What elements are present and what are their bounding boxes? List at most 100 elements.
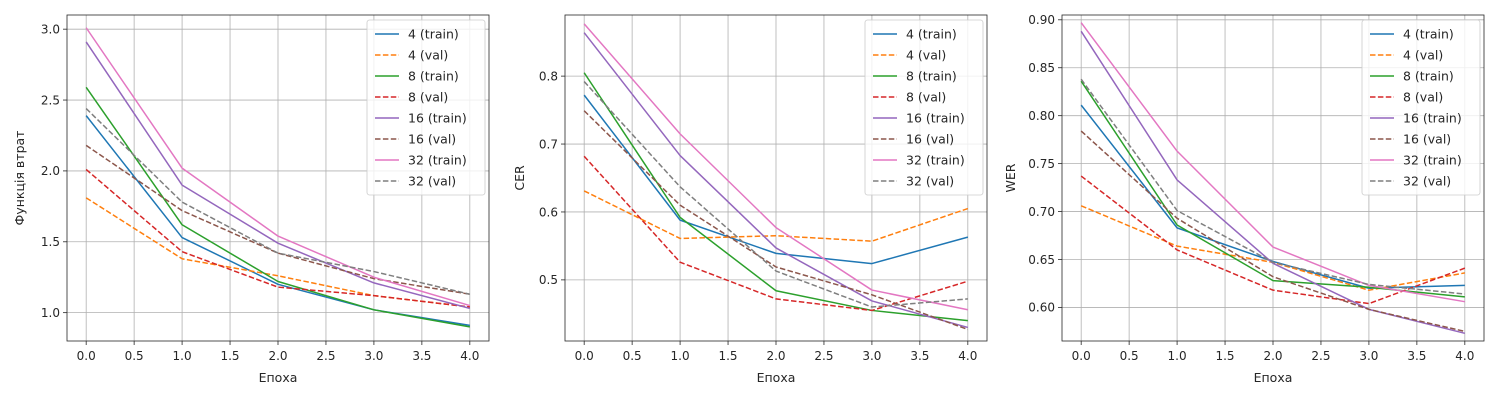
y-tick-label: 0.6 [539,205,558,219]
legend: 4 (train) 4 (val) 8 (train) 8 (val) 16 (trai… [366,19,486,196]
y-tick-label: 2.0 [41,164,60,178]
y-axis-label: WER [1003,163,1018,192]
legend-entry-label: 4 (train) [1403,27,1454,42]
x-tick-label: 0.0 [1072,349,1091,363]
x-tick-label: 0.5 [125,349,144,363]
y-tick-label: 0.8 [539,69,558,83]
x-tick-label: 2.5 [814,349,833,363]
legend-entry-label: 32 (train) [1403,153,1462,168]
series-line-16-train [583,32,969,329]
legend-entry-label: 32 (val) [408,174,456,189]
y-tick-label: 3.0 [41,22,60,36]
subplot-1: 0.0 0.5 1.0 1.5 2.0 2.5 3.0 3.5 4.0 0.5 0.6 0.7 0.8 Е… [512,14,988,385]
legend-entry-label: 4 (train) [906,27,957,42]
x-tick-label: 0.5 [623,349,642,363]
axes-frame [1061,14,1485,342]
y-tick-label: 0.90 [1028,13,1055,27]
legend-entry-label: 8 (val) [1403,90,1443,105]
series-line-8-val [1080,175,1466,305]
legend: 4 (train) 4 (val) 8 (train) 8 (val) 16 (trai… [864,19,984,196]
legend-entry-label: 16 (val) [408,132,456,147]
series-line-8-train [583,72,968,322]
legend-box [366,19,486,196]
y-tick-label: 0.60 [1028,301,1055,315]
x-tick-label: 4.0 [460,349,479,363]
legend-box [1361,19,1481,196]
series-line-8-train [85,86,470,328]
y-tick-label: 0.5 [539,273,558,287]
x-tick-label: 0.0 [77,349,96,363]
legend: 4 (train) 4 (val) 8 (train) 8 (val) 16 (trai… [1361,19,1481,196]
legend-entry-label: 16 (val) [1403,132,1451,147]
x-tick-label: 0.5 [1120,349,1139,363]
x-tick-label: 1.5 [1215,349,1234,363]
axes-frame [564,14,988,342]
subplot-2: 0.0 0.5 1.0 1.5 2.0 2.5 3.0 3.5 4.0 0.60 0.65 0.70 0… [1003,13,1485,385]
legend-entry-label: 4 (val) [1403,48,1443,63]
series-line-32-train [1080,22,1465,303]
legend-entry-label: 16 (train) [408,111,467,126]
legend-entry-label: 16 (val) [906,132,954,147]
y-tick-label: 0.85 [1028,61,1055,75]
legend-entry-label: 4 (val) [408,48,448,63]
series-line-32-val [583,81,968,308]
series-line-8-val [583,155,969,312]
series-line-4-train [583,94,969,265]
x-tick-label: 3.5 [1407,349,1426,363]
x-tick-label: 2.5 [1311,349,1330,363]
x-tick-label: 2.0 [766,349,785,363]
y-tick-label: 1.0 [41,306,60,320]
series-line-16-val [85,144,470,295]
y-tick-label: 0.75 [1028,157,1055,171]
x-tick-label: 1.5 [718,349,737,363]
y-axis-label: CER [512,165,527,191]
y-axis-label: Функція втрат [12,131,27,226]
legend-entry-label: 8 (train) [408,69,459,84]
series-line-8-val [85,168,470,308]
series-line-32-val [1080,78,1465,295]
x-tick-label: 3.0 [862,349,881,363]
y-tick-label: 0.70 [1028,205,1055,219]
x-tick-label: 1.5 [220,349,239,363]
series-line-16-val [583,110,969,331]
series-line-4-val [583,190,969,242]
x-tick-label: 3.5 [412,349,431,363]
axes-frame [66,14,490,342]
x-tick-label: 1.0 [671,349,690,363]
legend-entry-label: 32 (train) [906,153,965,168]
x-tick-label: 2.5 [316,349,335,363]
x-tick-label: 1.0 [173,349,192,363]
series-line-16-train [85,41,471,310]
series-line-32-train [583,23,968,311]
y-tick-label: 1.5 [41,235,60,249]
x-tick-label: 4.0 [958,349,977,363]
legend-box [864,19,984,196]
x-tick-label: 4.0 [1455,349,1474,363]
x-tick-label: 0.0 [575,349,594,363]
y-tick-label: 0.7 [539,137,558,151]
y-tick-label: 0.65 [1028,253,1055,267]
x-tick-label: 2.0 [1263,349,1282,363]
legend-entry-label: 16 (train) [1403,111,1462,126]
legend-entry-label: 16 (train) [906,111,965,126]
legend-entry-label: 8 (val) [408,90,448,105]
x-tick-label: 1.0 [1168,349,1187,363]
series-line-4-train [1080,104,1465,290]
legend-entry-label: 8 (train) [1403,69,1454,84]
x-axis-label: Епоха [259,370,298,385]
legend-entry-label: 8 (train) [906,69,957,84]
series-line-16-val [1080,130,1465,333]
series-line-32-val [85,108,470,295]
x-tick-label: 2.0 [268,349,287,363]
x-tick-label: 3.5 [910,349,929,363]
series-line-32-train [85,27,471,307]
x-tick-label: 3.0 [1359,349,1378,363]
legend-entry-label: 4 (train) [408,27,459,42]
y-tick-label: 0.80 [1028,109,1055,123]
y-tick-label: 2.5 [41,93,60,107]
legend-entry-label: 32 (val) [906,174,954,189]
legend-entry-label: 32 (val) [1403,174,1451,189]
legend-entry-label: 8 (val) [906,90,946,105]
x-axis-label: Епоха [1254,370,1293,385]
x-axis-label: Епоха [757,370,796,385]
